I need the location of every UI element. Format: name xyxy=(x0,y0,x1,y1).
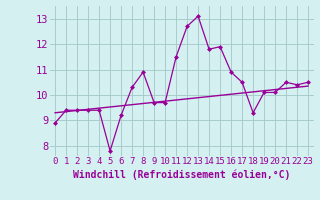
X-axis label: Windchill (Refroidissement éolien,°C): Windchill (Refroidissement éolien,°C) xyxy=(73,169,290,180)
